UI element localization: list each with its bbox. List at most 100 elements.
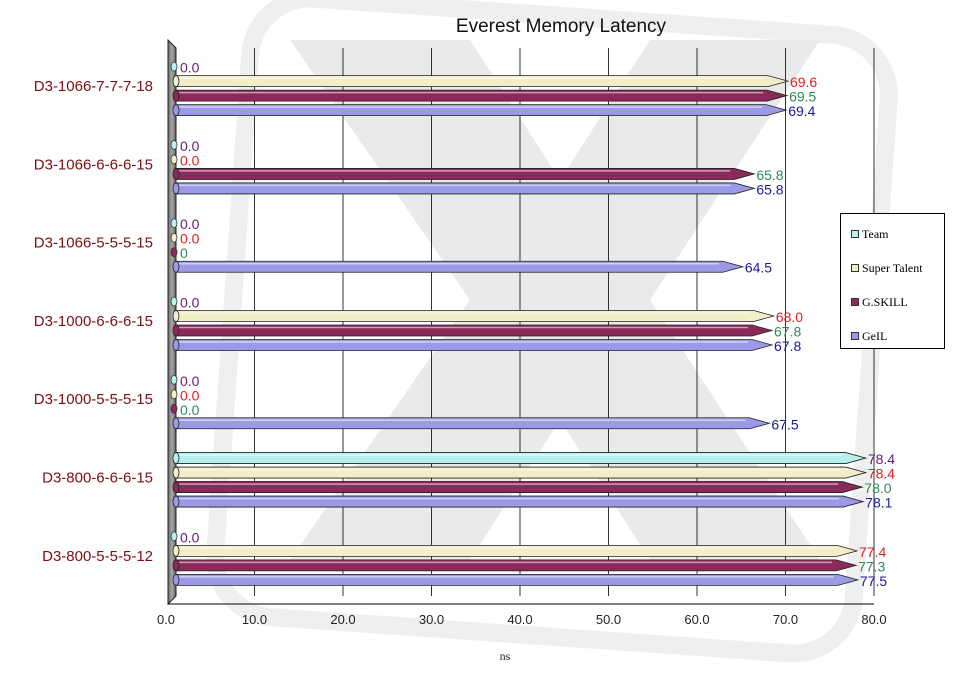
legend-label-geil: GeIL: [862, 328, 888, 343]
bar-geil-d3-1066-7-7-7-18: [175, 104, 788, 117]
legend-swatch-super-talent: [851, 264, 859, 272]
data-label: 0.0: [180, 295, 200, 311]
data-label: 64.5: [745, 260, 772, 276]
bar-team-d3-1066-7-7-7-18: [170, 61, 178, 72]
x-tick-label: 70.0: [773, 612, 798, 627]
x-tick-label: 80.0: [861, 612, 886, 627]
value-labels: 0.069.669.569.40.00.065.865.80.00.0064.5…: [180, 60, 895, 589]
data-label: 78.1: [865, 495, 892, 511]
data-label: 69.4: [788, 103, 815, 119]
bars: [170, 61, 868, 586]
data-label: 65.8: [756, 167, 783, 183]
x-tick-label: 10.0: [242, 612, 267, 627]
bar-cap: [172, 466, 180, 479]
data-label: 69.5: [789, 89, 816, 105]
category-label: D3-1000-6-6-6-15: [34, 313, 153, 330]
bar-team-d3-800-5-5-5-12: [170, 531, 178, 542]
bar-geil-d3-800-6-6-6-15: [175, 495, 865, 508]
chart-wall: [167, 38, 177, 606]
bar-cap: [172, 75, 180, 88]
bar-cap: [172, 260, 180, 273]
bar-g-skill-d3-800-5-5-5-12: [175, 559, 858, 572]
bar-g-skill-d3-1066-5-5-5-15: [170, 247, 178, 258]
bar-geil-d3-1066-6-6-6-15: [175, 182, 756, 195]
category-label: D3-1066-6-6-6-15: [34, 156, 153, 173]
legend-swatch-gskill: [851, 298, 859, 306]
data-label: 67.8: [774, 338, 801, 354]
bar-geil-d3-1000-6-6-6-15: [175, 339, 774, 351]
bar-super-talent-d3-1000-6-6-6-15: [175, 310, 776, 322]
x-tick-label: 50.0: [596, 612, 621, 627]
bar-geil-d3-800-5-5-5-12: [175, 573, 860, 586]
data-label: 77.5: [860, 573, 887, 589]
bar-cap: [172, 310, 180, 322]
chart-side-wall: [167, 38, 177, 606]
bar-cap: [172, 481, 180, 493]
bar-team-d3-1000-5-5-5-15: [170, 374, 178, 385]
x-axis-title: ns: [500, 649, 511, 663]
data-label: 78.0: [864, 480, 891, 496]
data-label: 77.4: [859, 544, 886, 560]
bar-geil-d3-1066-5-5-5-15: [175, 260, 745, 273]
bar-cap: [172, 104, 180, 117]
bar-super-talent-d3-800-5-5-5-12: [175, 544, 859, 557]
axes: 0.0 10.0 20.0 30.0 40.0 50.0 60.0 70.0 80.0 D3-10…: [34, 78, 887, 627]
data-label: 77.3: [858, 558, 885, 574]
bar-cap: [172, 89, 180, 102]
bar-super-talent-d3-1066-5-5-5-15: [170, 232, 178, 243]
x-tick-label: 40.0: [507, 612, 532, 627]
data-label: 0.0: [180, 402, 200, 418]
legend-label-team: Team: [862, 226, 889, 241]
chart-title: Everest Memory Latency: [456, 16, 667, 37]
data-label: 0: [180, 245, 188, 261]
data-label: 0.0: [180, 60, 200, 76]
legend-item-gskill: G.SKILL: [851, 294, 908, 310]
bar-cap: [172, 324, 180, 337]
legend-item-geil: GeIL: [851, 328, 887, 344]
legend-item-team: Team: [851, 226, 888, 242]
bar-cap: [172, 168, 180, 180]
bar-team-d3-1066-6-6-6-15: [170, 140, 178, 150]
bar-super-talent-d3-1066-7-7-7-18: [175, 75, 790, 88]
legend-label-super-talent: Super Talent: [862, 260, 923, 275]
data-label: 0.0: [180, 529, 200, 545]
bar-g-skill-d3-1066-7-7-7-18: [175, 89, 789, 102]
category-label: D3-800-5-5-5-12: [42, 548, 153, 565]
data-label: 78.4: [868, 466, 895, 482]
data-label: 0.0: [180, 152, 200, 168]
category-label: D3-800-6-6-6-15: [42, 469, 153, 486]
legend-label-gskill: G.SKILL: [862, 294, 908, 309]
data-label: 67.5: [771, 416, 798, 432]
bar-super-talent-d3-1066-6-6-6-15: [170, 154, 178, 165]
data-label: 0.0: [180, 373, 200, 389]
data-label: 67.8: [774, 324, 801, 340]
bar-team-d3-1066-5-5-5-15: [170, 218, 178, 229]
x-tick-label: 0.0: [157, 612, 175, 627]
bar-cap: [172, 182, 180, 195]
data-label: 0.0: [180, 216, 200, 232]
data-label: 0.0: [180, 138, 200, 154]
category-label: D3-1066-5-5-5-15: [34, 235, 153, 252]
legend: Team Super Talent G.SKILL GeIL: [840, 213, 945, 349]
bar-geil-d3-1000-5-5-5-15: [175, 417, 771, 430]
data-label: 78.4: [868, 451, 895, 467]
legend-swatch-geil: [851, 332, 859, 340]
bar-g-skill-d3-1066-6-6-6-15: [175, 168, 756, 180]
bar-g-skill-d3-1000-6-6-6-15: [175, 324, 774, 337]
bar-cap: [172, 417, 180, 430]
data-label: 65.8: [756, 181, 783, 197]
bar-g-skill-d3-1000-5-5-5-15: [170, 403, 178, 414]
x-tick-label: 30.0: [419, 612, 444, 627]
category-label: D3-1000-5-5-5-15: [34, 391, 153, 408]
bar-cap: [172, 452, 180, 464]
data-label: 0.0: [180, 387, 200, 403]
bar-super-talent-d3-1000-5-5-5-15: [170, 389, 178, 400]
data-label: 69.6: [790, 74, 817, 90]
bar-super-talent-d3-800-6-6-6-15: [175, 466, 868, 479]
category-label: D3-1066-7-7-7-18: [34, 78, 153, 95]
legend-swatch-team: [851, 230, 859, 238]
legend-item-super-talent: Super Talent: [851, 260, 923, 276]
data-label: 68.0: [776, 309, 803, 325]
